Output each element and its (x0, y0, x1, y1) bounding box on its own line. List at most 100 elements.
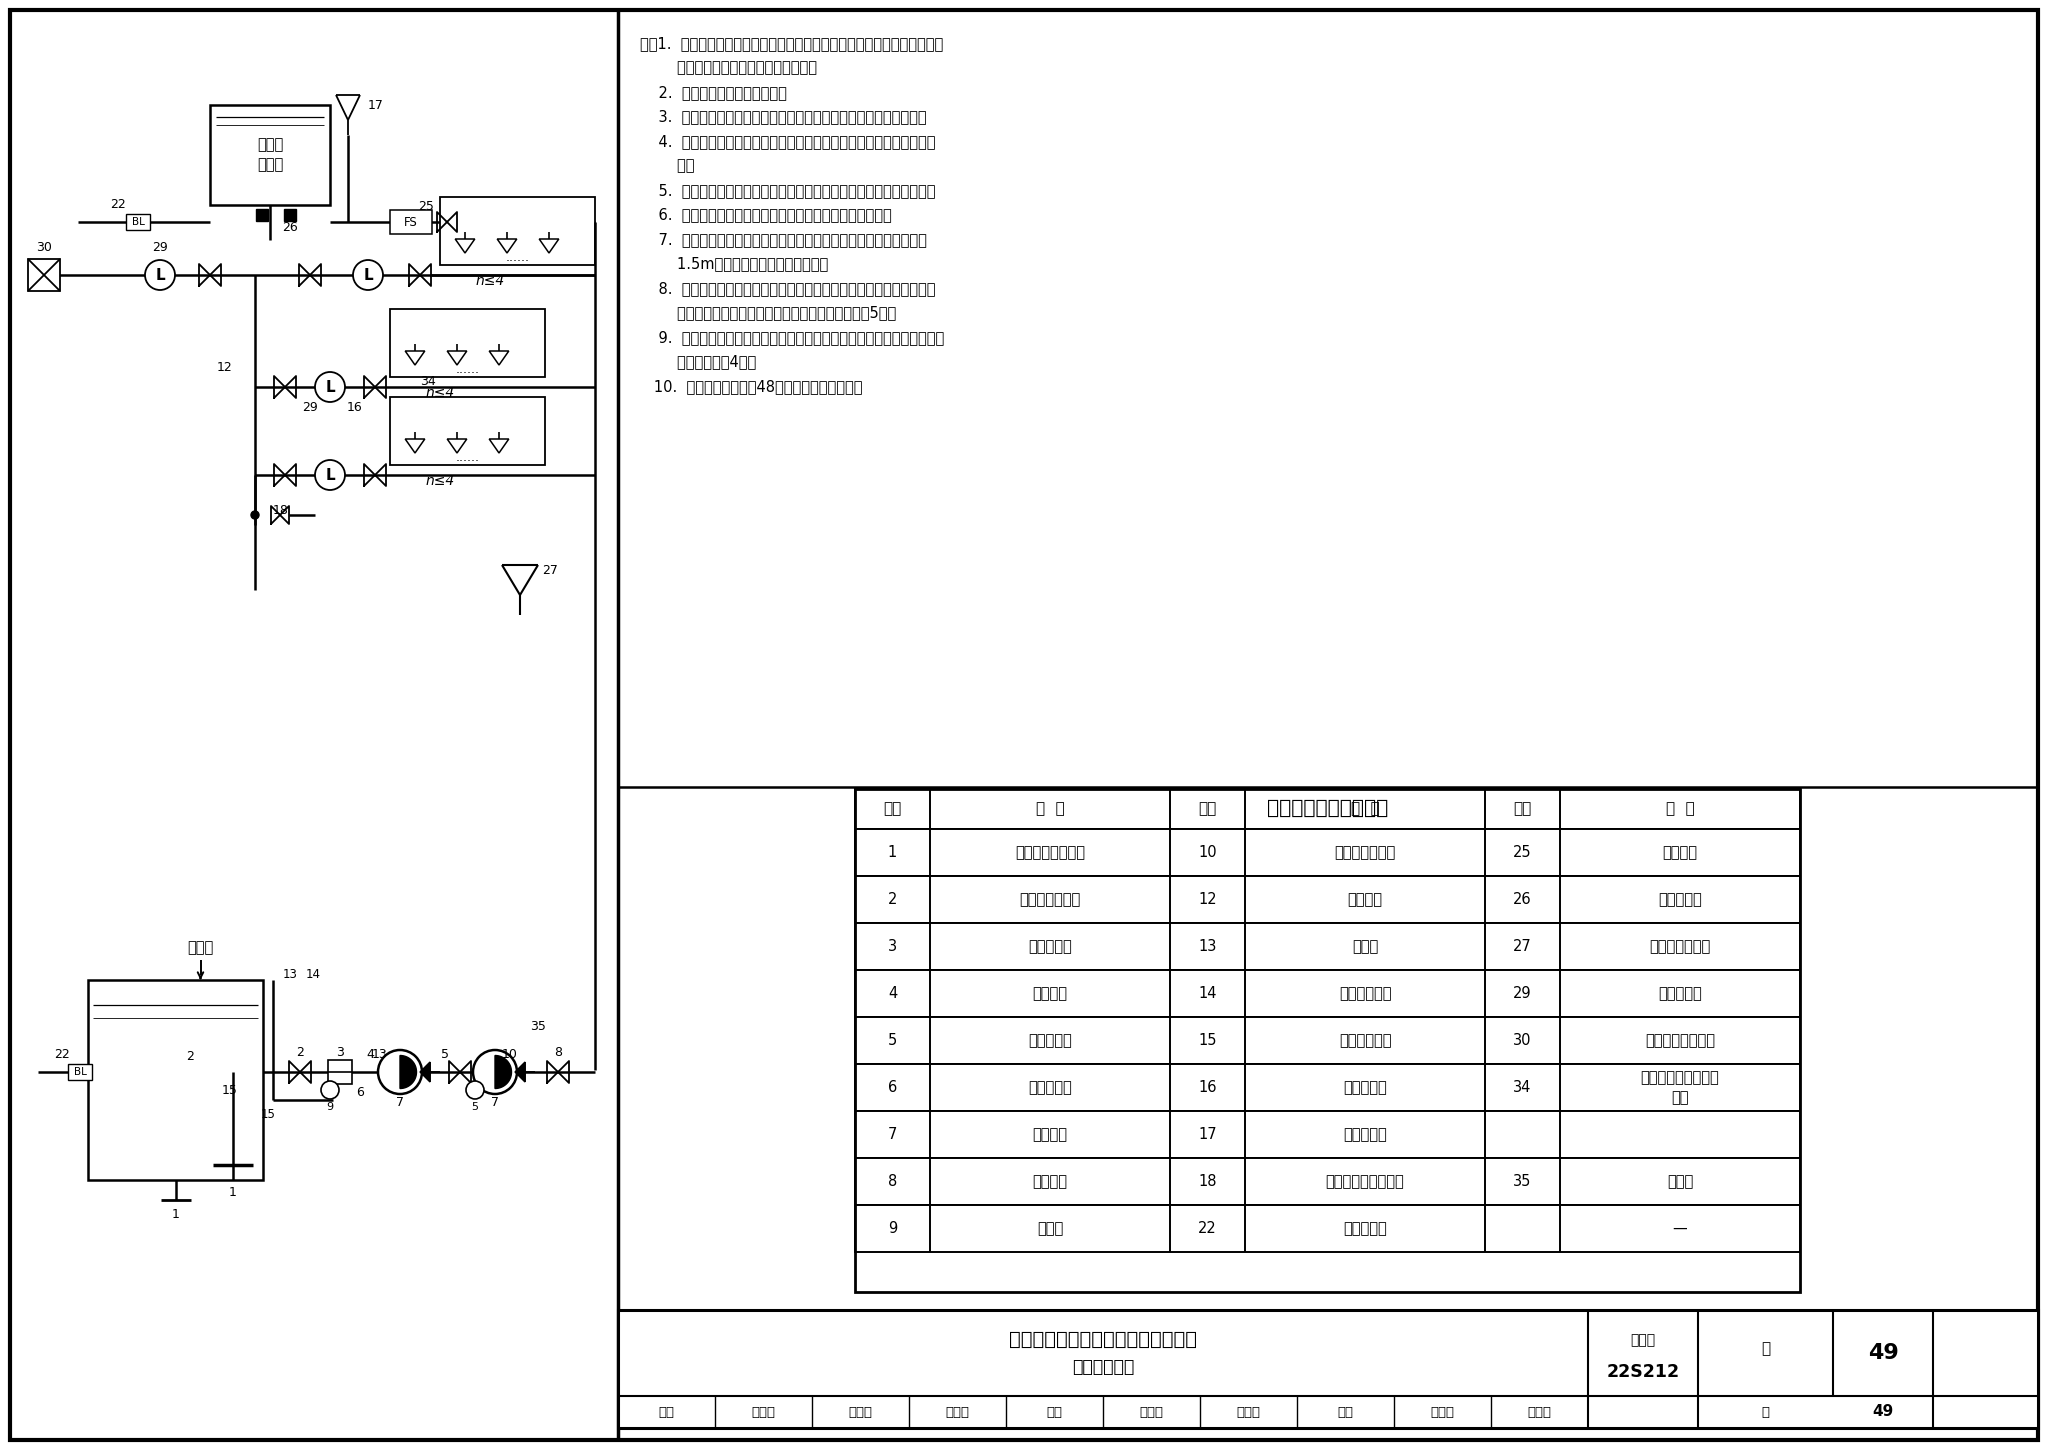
Text: 旋流防止器: 旋流防止器 (1659, 892, 1702, 908)
Text: 调节阀: 调节阀 (1352, 940, 1378, 954)
Text: 异径弯头: 异径弯头 (1032, 1174, 1067, 1189)
Text: 22: 22 (1198, 1221, 1217, 1235)
Text: 水。: 水。 (639, 158, 694, 174)
Bar (854, 876, 1800, 924)
Text: 审核: 审核 (659, 1405, 674, 1418)
Polygon shape (455, 239, 475, 252)
Text: 液位传感器: 液位传感器 (1343, 1221, 1386, 1235)
Polygon shape (489, 439, 508, 452)
Text: BL: BL (131, 218, 145, 228)
Text: 高位消: 高位消 (256, 138, 283, 152)
Bar (285, 209, 297, 220)
Text: 7.  模拟末端试水装置应设置明显的标识，试水阀距地面的高度宜为: 7. 模拟末端试水装置应设置明显的标识，试水阀距地面的高度宜为 (639, 232, 928, 246)
Text: 进水管: 进水管 (186, 941, 213, 956)
Text: 6: 6 (889, 1080, 897, 1095)
Text: 7: 7 (395, 1096, 403, 1108)
Bar (29, 260, 59, 291)
Text: 2: 2 (889, 892, 897, 908)
Text: 9: 9 (326, 1102, 334, 1112)
Text: 明杆软密封闸阀: 明杆软密封闸阀 (1020, 892, 1081, 908)
Circle shape (322, 1082, 340, 1099)
Bar (854, 1064, 1800, 1111)
Text: 3: 3 (889, 940, 897, 954)
Text: 12: 12 (1198, 892, 1217, 908)
Text: 29: 29 (303, 400, 317, 413)
Text: 15: 15 (1198, 1032, 1217, 1048)
Polygon shape (446, 439, 467, 452)
Text: 27: 27 (1513, 940, 1532, 954)
Polygon shape (406, 351, 424, 365)
Text: 置应确保在管路检修时，受影响的供水支管不大于5根。: 置应确保在管路检修时，受影响的供水支管不大于5根。 (639, 306, 897, 320)
Text: 9: 9 (889, 1221, 897, 1235)
Text: 流量开关: 流量开关 (1663, 845, 1698, 860)
Text: 编号: 编号 (1198, 802, 1217, 816)
Text: 模拟末端试水装置: 模拟末端试水装置 (1645, 1032, 1714, 1048)
Text: 10: 10 (1198, 845, 1217, 860)
Bar (854, 1159, 1800, 1205)
Text: 5.  模拟末端试水装置的出水，应采取孔口出流的方式排入排水管道。: 5. 模拟末端试水装置的出水，应采取孔口出流的方式排入排水管道。 (639, 183, 936, 199)
Text: 偏心异径管: 偏心异径管 (1028, 1080, 1071, 1095)
Text: 30: 30 (1513, 1032, 1532, 1048)
Text: 电动阀: 电动阀 (1667, 1174, 1694, 1189)
Text: 35: 35 (530, 1021, 547, 1034)
Text: n≤4: n≤4 (426, 386, 455, 400)
Text: 14: 14 (305, 969, 319, 982)
Text: 系统设备及部件编号表: 系统设备及部件编号表 (1268, 799, 1389, 818)
Text: 装置: 装置 (1671, 1090, 1690, 1105)
Text: 29: 29 (1513, 986, 1532, 1000)
Text: 25: 25 (418, 200, 434, 213)
Text: 编号: 编号 (1513, 802, 1532, 816)
Bar (389, 309, 545, 377)
Text: 18: 18 (272, 503, 289, 516)
Text: 柔性接头: 柔性接头 (1032, 986, 1067, 1000)
Text: 29: 29 (152, 241, 168, 254)
Text: 8: 8 (889, 1174, 897, 1189)
Text: 袁叔华: 袁叔华 (1528, 1405, 1552, 1418)
Text: 10.  本页表中编号与第48页表中编号统一协调。: 10. 本页表中编号与第48页表中编号统一协调。 (639, 378, 862, 394)
Text: 页: 页 (1761, 1405, 1769, 1418)
Polygon shape (420, 1061, 430, 1082)
Text: 水锤消除止回阀: 水锤消除止回阀 (1335, 845, 1395, 860)
Text: FS: FS (403, 216, 418, 229)
Text: 5: 5 (889, 1032, 897, 1048)
Bar (854, 1016, 1800, 1064)
Text: （水箱稳压）: （水箱稳压） (1071, 1359, 1135, 1376)
Polygon shape (399, 1056, 416, 1089)
Text: 22: 22 (53, 1047, 70, 1060)
Bar (854, 924, 1800, 970)
Text: 5: 5 (471, 1102, 479, 1112)
Text: 名  称: 名 称 (1350, 802, 1380, 816)
Text: 洪赢政: 洪赢政 (1237, 1405, 1260, 1418)
Bar (68, 1064, 92, 1080)
Text: 消防水泵: 消防水泵 (1032, 1127, 1067, 1143)
Text: 水流指示器: 水流指示器 (1659, 986, 1702, 1000)
Text: 2: 2 (186, 1050, 195, 1063)
Bar (854, 1205, 1800, 1251)
Text: 8: 8 (555, 1045, 561, 1058)
Circle shape (315, 460, 344, 490)
Text: n≤4: n≤4 (426, 474, 455, 489)
Text: 名  称: 名 称 (1036, 802, 1065, 816)
Text: 自动排气阀: 自动排气阀 (1343, 1127, 1386, 1143)
Text: 3.  每组喷洒型自动射流灭火装置的供水支管上应设置水流指示器。: 3. 每组喷洒型自动射流灭火装置的供水支管上应设置水流指示器。 (639, 110, 926, 125)
Bar (88, 980, 262, 1180)
Text: 13: 13 (373, 1047, 387, 1060)
Bar (389, 397, 545, 465)
Text: 30: 30 (37, 241, 51, 254)
Text: 4.  每个保护区的管网最不利点处应设模拟末端试水装置，并应便于排: 4. 每个保护区的管网最不利点处应设模拟末端试水装置，并应便于排 (639, 133, 936, 149)
Text: 22: 22 (111, 197, 125, 210)
Text: 校对: 校对 (1047, 1405, 1063, 1418)
Text: 7: 7 (889, 1127, 897, 1143)
Text: 1: 1 (172, 1208, 180, 1221)
Text: 消防水泵接合器: 消防水泵接合器 (1649, 940, 1710, 954)
Circle shape (315, 373, 344, 402)
Bar (211, 104, 330, 204)
Text: 管道过滤器: 管道过滤器 (1028, 940, 1071, 954)
Circle shape (473, 1050, 516, 1093)
Polygon shape (514, 1061, 524, 1082)
Bar (854, 829, 1800, 876)
Bar (127, 215, 150, 231)
Text: 13: 13 (283, 969, 297, 982)
Text: 设计: 设计 (1337, 1405, 1354, 1418)
Text: 名  称: 名 称 (1665, 802, 1694, 816)
